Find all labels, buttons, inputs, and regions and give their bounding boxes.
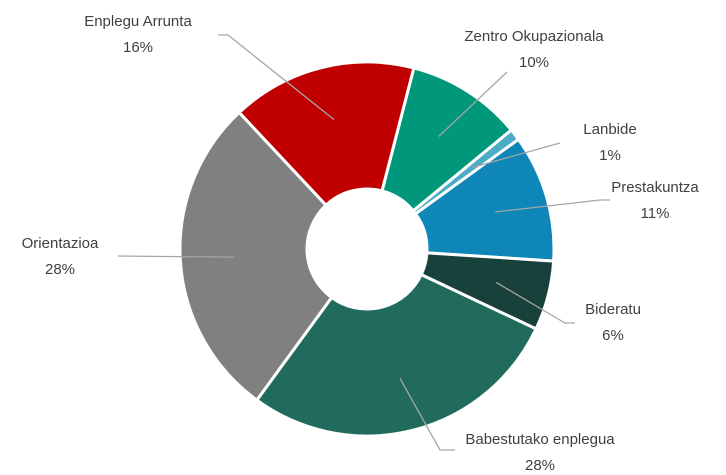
slice-label: Prestakuntza <box>611 179 699 196</box>
value-label: 16% <box>123 39 153 56</box>
slice-label: Bideratu <box>585 301 641 318</box>
leader-line <box>218 34 335 121</box>
slice <box>178 110 334 403</box>
value-label: 10% <box>519 54 549 71</box>
slice-label: Zentro Okupazionala <box>464 28 604 45</box>
value-label: 6% <box>602 327 624 344</box>
leader-line <box>495 281 575 324</box>
slices <box>178 60 556 438</box>
value-label: 1% <box>599 147 621 164</box>
leader-line <box>472 142 561 168</box>
slice <box>413 137 556 263</box>
slice <box>254 272 539 438</box>
leader-line <box>438 71 508 137</box>
slice-label: Babestutako enplegua <box>465 431 615 448</box>
leader-line <box>495 199 610 213</box>
value-label: 28% <box>45 261 75 278</box>
leader-line <box>399 378 455 451</box>
slice <box>380 66 514 213</box>
leader-line <box>117 255 234 258</box>
slice <box>237 60 416 208</box>
value-label: 28% <box>525 457 555 470</box>
slice-label: Enplegu Arrunta <box>84 13 192 30</box>
value-label: 11% <box>641 205 670 222</box>
slice-label: Lanbide <box>583 121 636 138</box>
slice-label: Orientazioa <box>22 235 99 252</box>
